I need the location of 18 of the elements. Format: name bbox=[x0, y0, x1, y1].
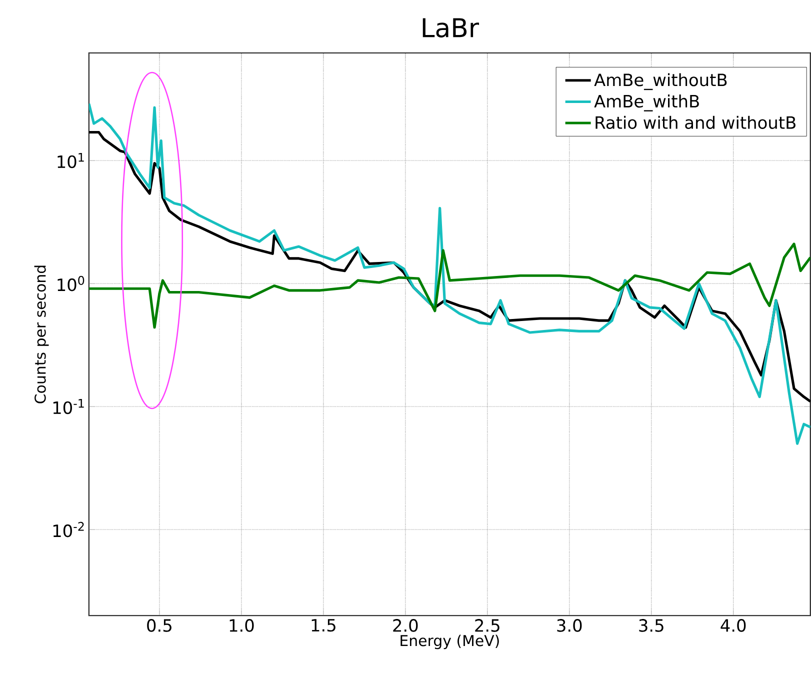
legend-label: AmBe_withB bbox=[594, 94, 699, 112]
x-tick-label: 4.0 bbox=[720, 619, 746, 632]
legend-label: AmBe_withoutB bbox=[594, 73, 727, 90]
x-tick-label: 3.5 bbox=[639, 619, 664, 632]
x-tick-label: 2.0 bbox=[393, 619, 418, 632]
x-tick-label: 1.0 bbox=[230, 619, 254, 632]
x-tick-label: 0.5 bbox=[147, 619, 172, 632]
y-tick-label: 10$^{1}$ bbox=[58, 153, 84, 168]
legend-label: Ratio with and withoutB bbox=[596, 116, 796, 130]
y-axis-title: Counts per second bbox=[34, 266, 49, 404]
y-tick-label: 10$^{-1}$ bbox=[53, 399, 84, 414]
chart-title: LaBr bbox=[422, 18, 480, 38]
y-tick-label: 10$^{-2}$ bbox=[53, 522, 84, 538]
x-tick-label: 3.0 bbox=[557, 619, 582, 632]
y-tick-label: 10$^{0}$ bbox=[58, 276, 84, 292]
x-tick-label: 2.5 bbox=[475, 619, 500, 632]
x-tick-label: 1.5 bbox=[312, 619, 336, 632]
x-axis-title: Energy (MeV) bbox=[400, 634, 499, 650]
